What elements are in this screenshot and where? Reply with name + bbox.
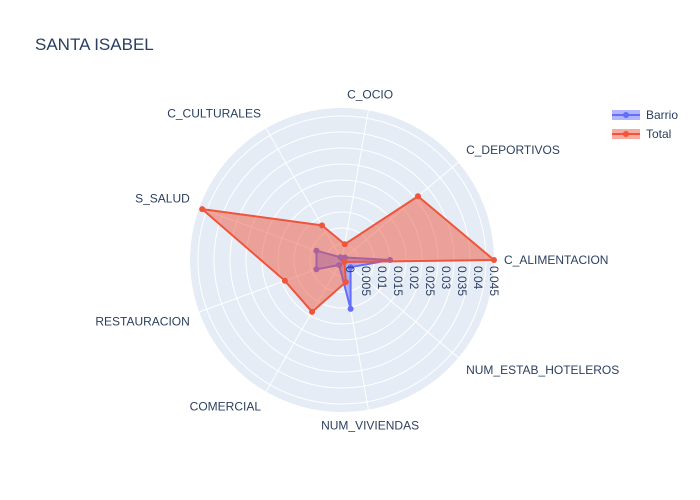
angular-label-s-salud: S_SALUD [135,192,190,206]
angular-label-comercial: COMERCIAL [190,399,262,413]
legend-marker [623,131,629,137]
radial-tick-label: 0.015 [391,266,405,296]
angular-label-restauracion: RESTAURACION [95,314,189,328]
radial-tick-label: 0.04 [471,266,485,290]
legend-item-barrio[interactable]: Barrio [612,108,678,122]
angular-label-c-ocio: C_OCIO [347,88,393,102]
series-total [199,193,497,315]
point-barrio-num_viviendas[interactable] [347,305,354,312]
angular-label-num-estab-hoteleros: NUM_ESTAB_HOTELEROS [466,363,619,377]
radial-tick-label: 0 [343,266,357,273]
point-total-num_viviendas[interactable] [342,279,349,286]
point-total-comercial[interactable] [309,308,316,315]
radial-tick-label: 0.045 [487,266,501,296]
point-total-c_deportivos[interactable] [414,193,421,200]
angular-axis-labels: C_ALIMENTACION C_DEPORTIVOS C_OCIO C_CULTUR… [95,88,619,433]
radial-tick-label: 0.03 [439,266,453,290]
angular-label-c-deportivos: C_DEPORTIVOS [466,143,560,157]
legend-marker [623,112,629,118]
point-barrio-num_estab_hoteleros[interactable] [347,264,354,271]
radial-tick-label: 0.025 [423,266,437,296]
series-layer [199,193,497,315]
angular-label-c-culturales: C_CULTURALES [167,107,261,121]
angular-label-c-alimentacion: C_ALIMENTACION [504,253,608,267]
legend-label: Barrio [646,108,678,122]
radial-tick-label: 0.035 [455,266,469,296]
angular-label-num-viviendas: NUM_VIVIENDAS [321,419,419,433]
point-total-c_alimentacion[interactable] [491,257,497,263]
legend-item-total[interactable]: Total [612,127,671,141]
grid-spoke-8 [341,259,459,359]
point-total-num_estab_hoteleros[interactable] [341,259,348,266]
chart-title: SANTA ISABEL [35,35,154,54]
legend[interactable]: Barrio Total [612,108,678,141]
point-total-c_ocio[interactable] [341,241,348,248]
radial-tick-label: 0.01 [375,266,389,290]
legend-label: Total [646,127,671,141]
radial-tick-label: 0.02 [407,266,421,290]
point-total-s_salud[interactable] [199,206,206,213]
radial-tick-label: 0.005 [359,266,373,296]
point-total-restauracion[interactable] [281,277,288,284]
point-total-c_culturales[interactable] [319,222,325,229]
series-area-total [201,195,495,313]
radial-tick-labels: 0 0.005 0.01 0.015 0.02 0.025 0.03 0.035 0.04 0.0… [343,266,501,296]
grid-spoke-2 [341,110,369,261]
